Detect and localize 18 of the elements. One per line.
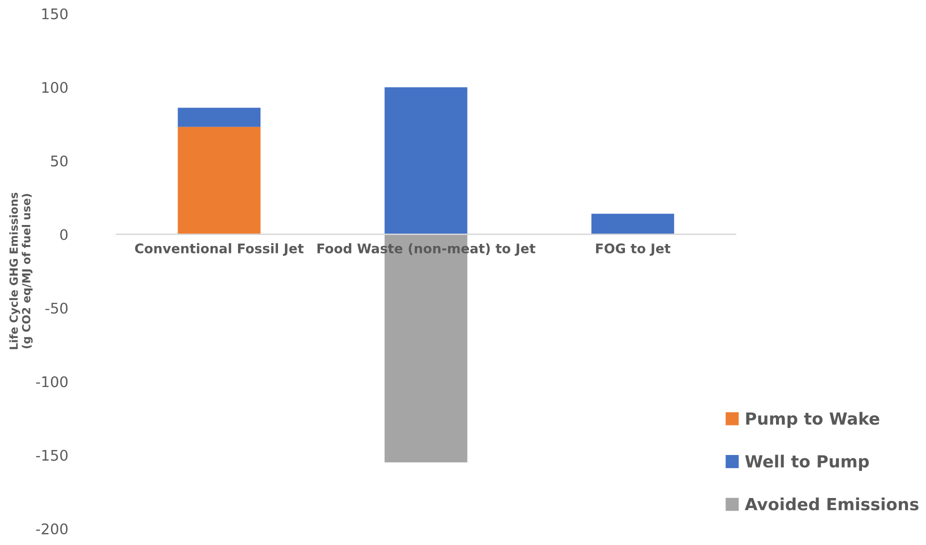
bar: [178, 126, 261, 234]
y-tick-label: -200: [36, 523, 68, 534]
legend-label: Pump to Wake: [746, 412, 880, 428]
y-tick-label: -150: [36, 450, 68, 461]
y-tick-label: 100: [42, 82, 68, 93]
y-tick-label: -100: [36, 376, 68, 388]
legend-label: Well to Pump: [745, 454, 869, 471]
bar: [384, 87, 468, 234]
legend-label: Avoided Emissions: [744, 498, 918, 510]
y-tick-label: 150: [42, 8, 68, 20]
x-tick-label: Conventional Fossil Jet: [135, 243, 304, 256]
x-tick-label: FOG to Jet: [596, 243, 670, 256]
y-axis-title: Life Cycle GHG Emissions (g CO2 eq/MJ of fuel use): [9, 192, 33, 350]
y-tick-label: 0: [60, 229, 68, 240]
y-tick-label: 50: [51, 155, 68, 167]
bar: [591, 214, 674, 234]
bar: [178, 108, 261, 127]
y-tick-label: -50: [45, 302, 68, 314]
